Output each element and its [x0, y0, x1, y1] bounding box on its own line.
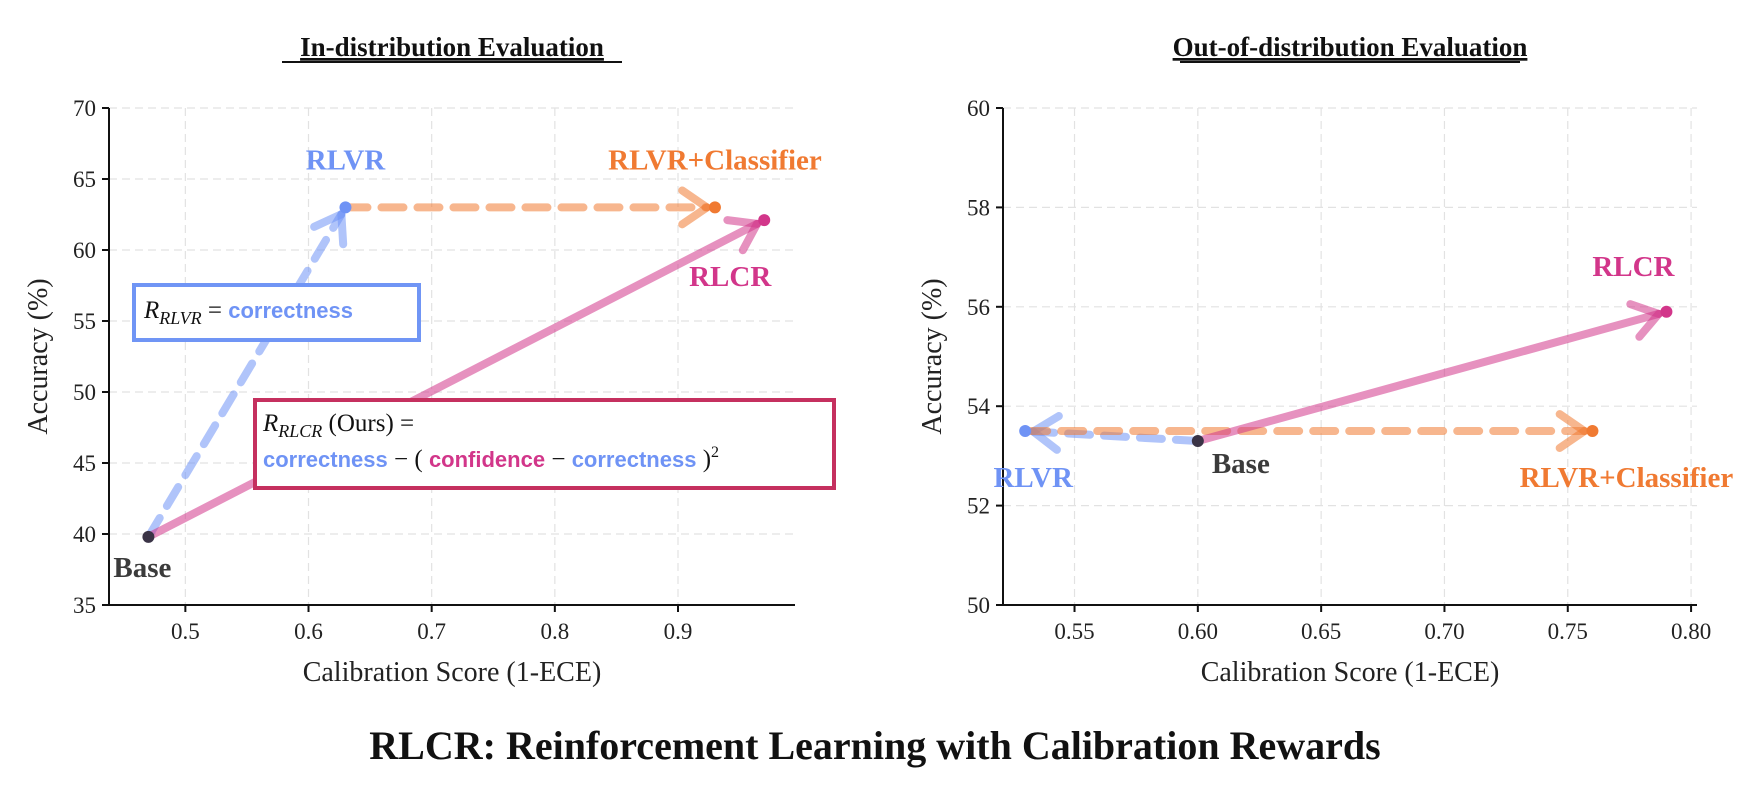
arrow-rlvr — [144, 210, 346, 541]
point-label: RLVR+Classifier — [1520, 462, 1734, 494]
confidence-term: confidence — [428, 446, 546, 472]
point-label: RLCR — [1592, 251, 1675, 283]
y-tick-label: 55 — [73, 309, 96, 334]
arrow-rlvr — [1029, 427, 1202, 445]
point-label: RLVR — [306, 144, 387, 176]
x-tick-label: 0.65 — [1301, 619, 1341, 644]
reward-symbol: R — [144, 297, 160, 324]
x-tick-label: 0.60 — [1178, 619, 1218, 644]
rlcr-reward-annotation: RRLCR (Ours) = correctness − ( confidenc… — [253, 398, 836, 490]
y-tick-label: 50 — [73, 380, 96, 405]
arrowhead — [723, 216, 762, 228]
point-rlvr — [339, 201, 352, 214]
x-tick-label: 0.55 — [1054, 619, 1094, 644]
point-rlcr — [758, 214, 771, 227]
x-tick-label: 0.5 — [171, 619, 200, 644]
x-axis-label: Calibration Score (1-ECE) — [303, 657, 602, 688]
point-rlvr-classifier — [1586, 425, 1599, 438]
y-axis-label: Accuracy (%) — [917, 278, 948, 434]
correctness-term: correctness — [263, 446, 388, 472]
arrow-rlcr — [1193, 309, 1663, 445]
arrowhead — [310, 210, 346, 231]
chart-panel-0: 0.5 0.6 0.7 0.8 0.9 35 40 45 50 55 60 65 70 In-distri… — [23, 32, 822, 688]
correctness-term: correctness — [571, 446, 697, 472]
arrowhead — [738, 219, 762, 255]
y-tick-label: 52 — [967, 494, 990, 519]
y-tick-label: 45 — [73, 451, 96, 476]
point-base — [142, 530, 155, 543]
arrowhead — [1555, 427, 1589, 452]
point-rlcr — [1660, 305, 1673, 318]
y-axis-label: Accuracy (%) — [23, 278, 54, 434]
arrowhead — [1555, 410, 1589, 436]
x-axis-label: Calibration Score (1-ECE) — [1201, 657, 1500, 688]
point-label: Base — [1212, 448, 1270, 480]
y-tick-label: 65 — [73, 167, 96, 192]
x-tick-label: 0.8 — [540, 619, 569, 644]
x-tick-label: 0.7 — [417, 619, 446, 644]
point-label: RLCR — [689, 261, 772, 293]
ours-equals: (Ours) = — [322, 410, 415, 437]
chart-title: Out-of-distribution Evaluation — [1173, 32, 1528, 62]
y-tick-label: 60 — [73, 238, 96, 263]
point-label: RLVR+Classifier — [608, 144, 822, 176]
point-label: Base — [113, 552, 171, 584]
operator: − — [545, 445, 572, 473]
x-tick-label: 0.9 — [664, 619, 693, 644]
reward-subscript: RLVR — [159, 308, 202, 328]
chart-title: In-distribution Evaluation — [300, 32, 604, 62]
exponent: 2 — [711, 443, 720, 461]
operator: − ( — [387, 445, 429, 473]
x-tick-label: 0.75 — [1548, 619, 1588, 644]
arrowhead — [678, 203, 711, 229]
arrowhead — [1635, 309, 1663, 341]
x-tick-label: 0.70 — [1424, 619, 1464, 644]
figure-title: RLCR: Reinforcement Learning with Calibr… — [369, 723, 1381, 768]
y-tick-label: 60 — [967, 96, 990, 121]
point-label: RLVR — [993, 462, 1074, 494]
arrow-rlcr — [144, 219, 762, 541]
arrowhead — [1626, 300, 1663, 318]
point-base — [1191, 434, 1204, 447]
y-tick-label: 58 — [967, 195, 990, 220]
reward-symbol: R — [263, 410, 279, 437]
point-rlvr-classifier — [708, 201, 721, 214]
y-tick-label: 70 — [73, 96, 96, 121]
equals: = — [201, 297, 229, 324]
arrowhead — [678, 186, 711, 212]
reward-subscript: RLCR — [278, 421, 323, 441]
y-tick-label: 56 — [967, 295, 990, 320]
y-tick-label: 35 — [73, 593, 96, 618]
point-rlvr — [1019, 425, 1032, 438]
rlvr-reward-annotation: RRLVR = correctness — [132, 283, 421, 342]
arrowhead — [337, 210, 348, 249]
y-tick-label: 40 — [73, 522, 96, 547]
x-tick-label: 0.6 — [294, 619, 323, 644]
close-paren: ) — [696, 445, 712, 473]
y-tick-label: 50 — [967, 593, 990, 618]
correctness-term: correctness — [228, 298, 353, 323]
chart-panel-1: 0.55 0.60 0.65 0.70 0.75 0.80 50 52 54 56 58 60 Out-… — [917, 32, 1733, 688]
x-tick-label: 0.80 — [1671, 619, 1711, 644]
y-tick-label: 54 — [967, 394, 991, 419]
